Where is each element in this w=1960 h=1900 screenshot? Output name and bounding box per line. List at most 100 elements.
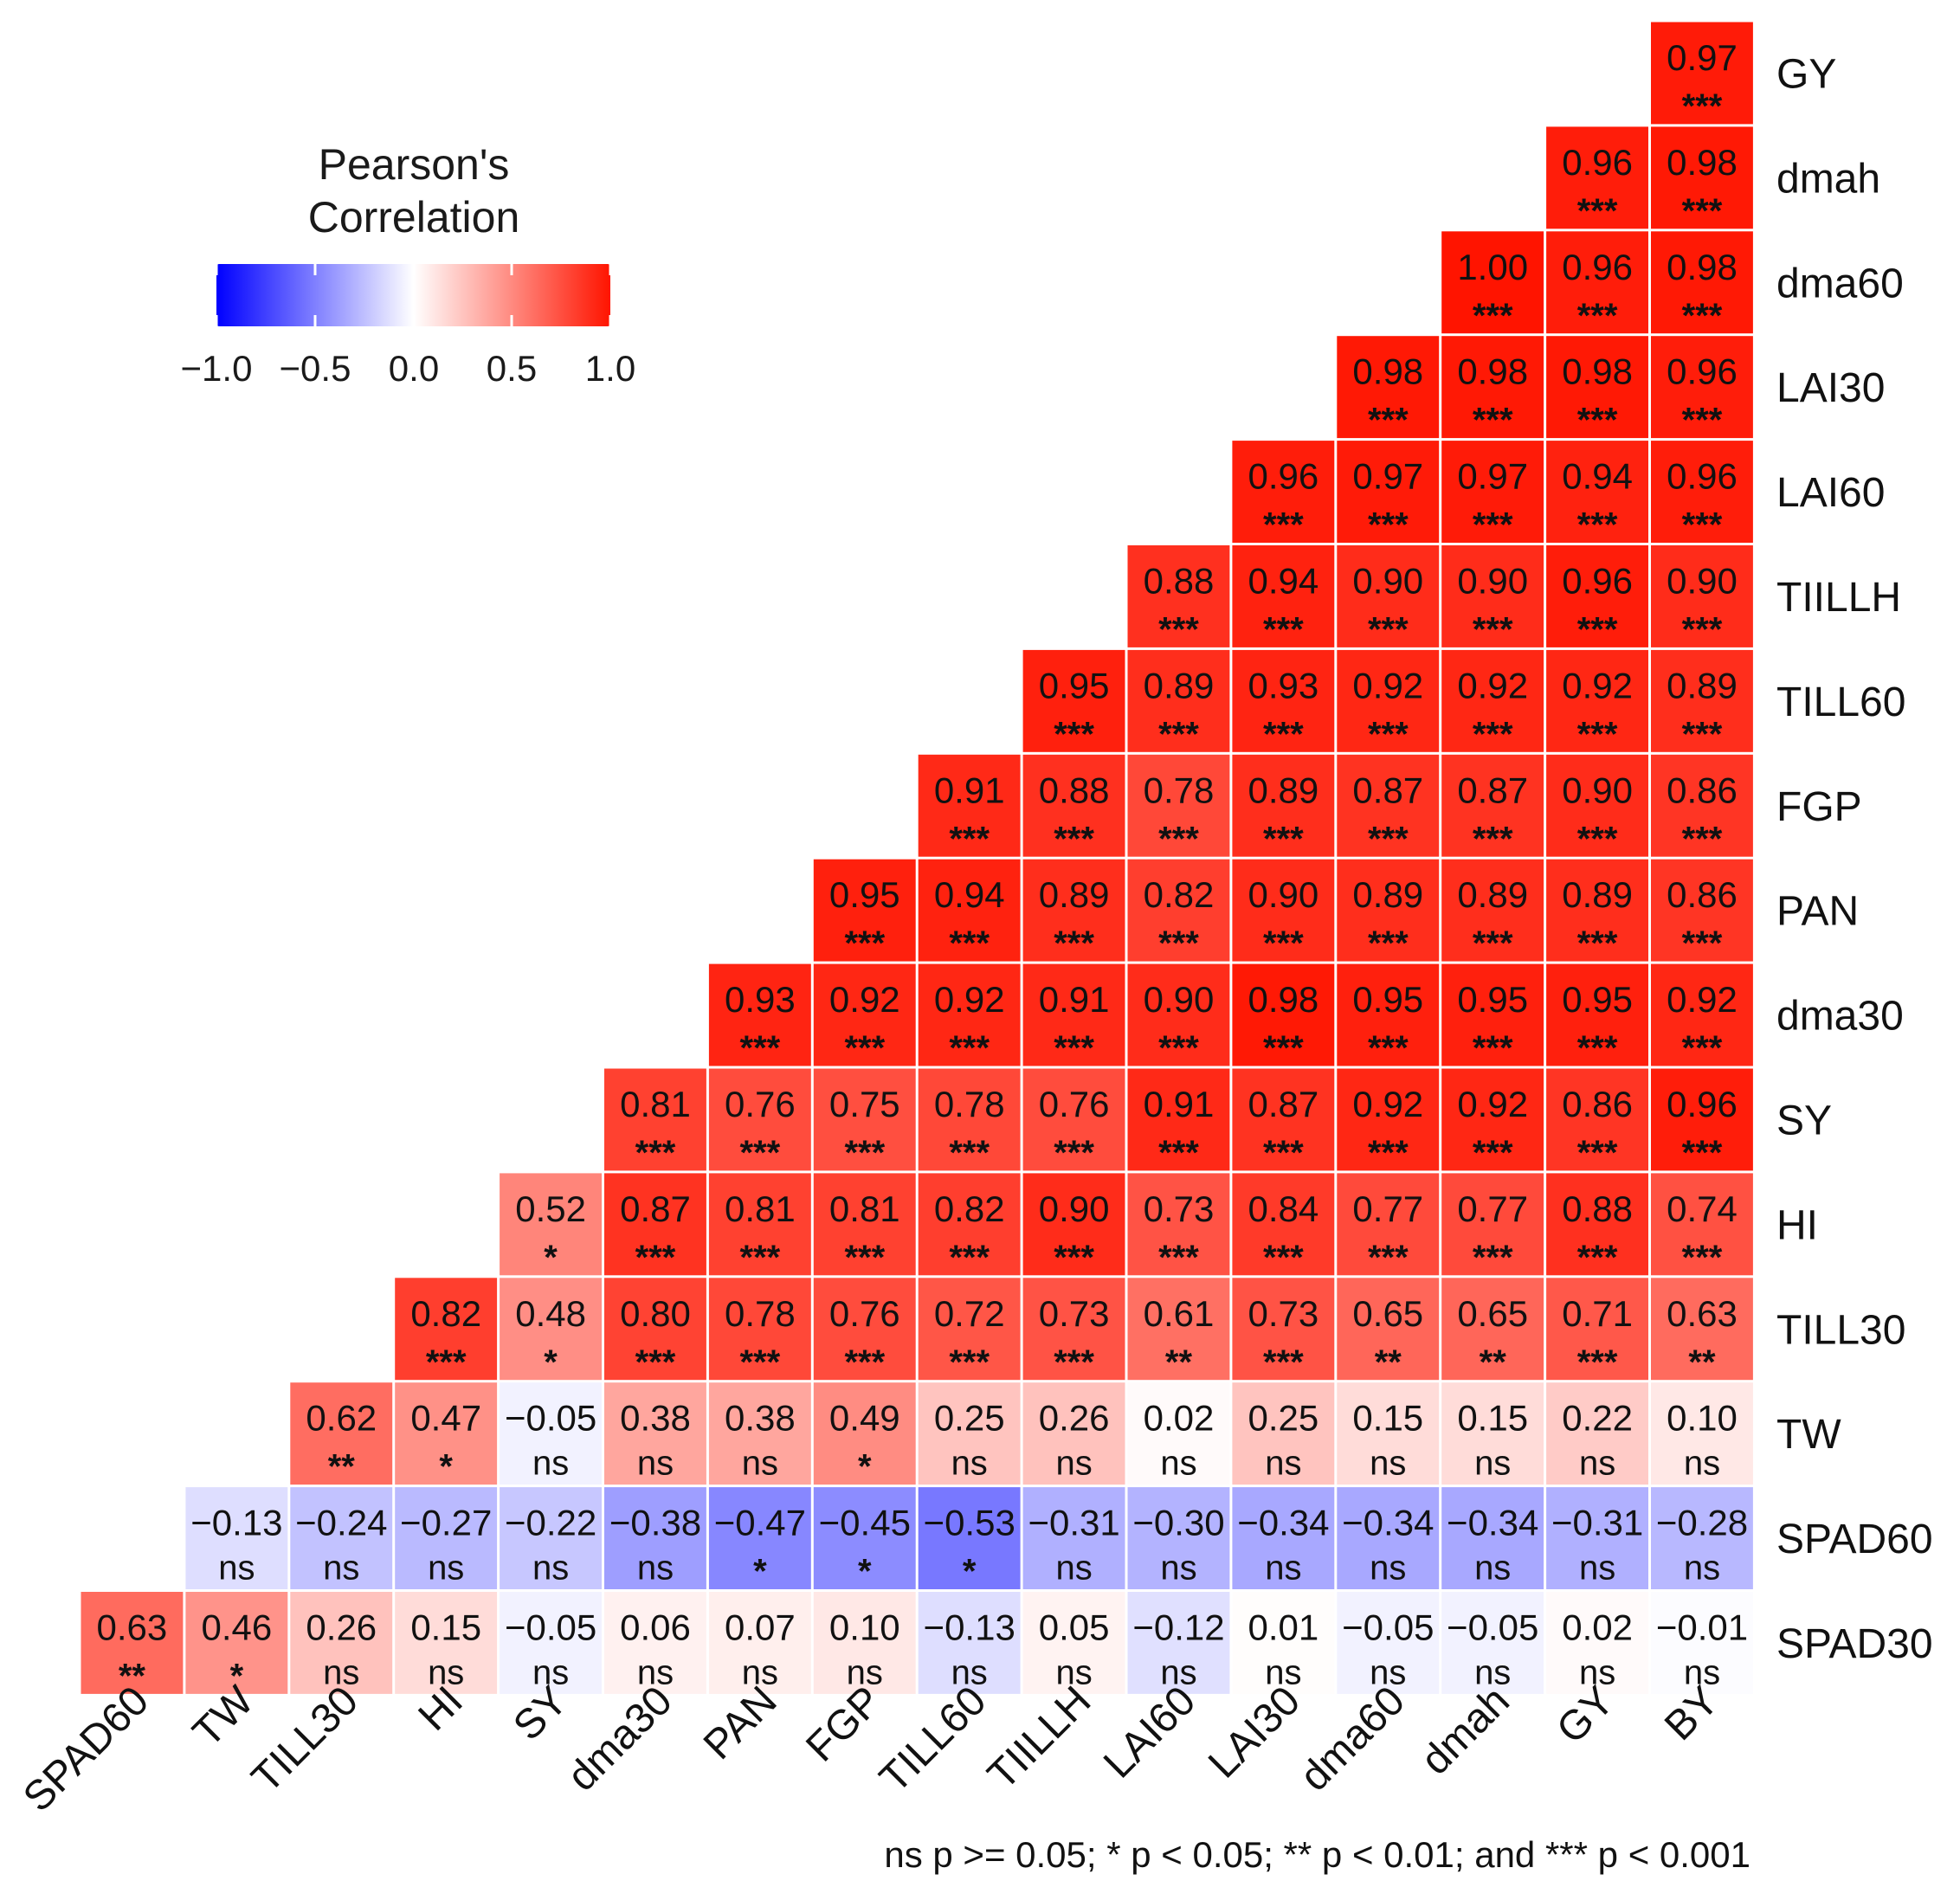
cell-significance: ns	[1370, 1654, 1406, 1692]
cell-significance: ***	[1577, 924, 1618, 963]
cell-significance: ***	[1577, 715, 1618, 753]
heatmap-cell: 0.65 **	[1441, 1278, 1544, 1382]
heatmap-cell: 0.94 ***	[1232, 545, 1335, 649]
heatmap-cell: 0.90 ***	[1337, 545, 1440, 649]
cell-significance: ***	[1263, 1239, 1304, 1277]
row-label: LAI30	[1776, 365, 1885, 411]
heatmap-cell: 0.92 ***	[1441, 1068, 1544, 1172]
heatmap-cell: 0.88 ***	[1127, 545, 1230, 649]
cell-tile	[1127, 963, 1230, 1066]
heatmap-cell: 0.22 ns	[1546, 1382, 1648, 1485]
cell-value: 0.63	[1667, 1293, 1738, 1334]
cell-significance: ***	[1054, 1239, 1094, 1277]
cell-significance: ***	[1577, 402, 1618, 440]
cell-tile	[1546, 1592, 1648, 1694]
cell-value: 0.86	[1667, 770, 1738, 810]
heatmap-cell: 0.63 **	[81, 1592, 184, 1696]
row-labels: GY dmah dma60 LAI30 LAI60 TIILLH TILL60 FGP PAN d…	[1776, 52, 1933, 1668]
cell-value: 0.26	[1039, 1398, 1110, 1439]
cell-value: 0.88	[1039, 770, 1110, 810]
cell-significance: ***	[1682, 715, 1723, 753]
cell-tile	[1441, 859, 1544, 962]
cell-value: −0.24	[295, 1503, 387, 1543]
heatmap-cell: 0.02 ns	[1546, 1592, 1648, 1694]
cell-tile	[1127, 859, 1230, 962]
cell-value: 0.81	[725, 1188, 796, 1229]
cell-tile	[395, 1487, 498, 1589]
cell-tile	[1022, 649, 1125, 752]
cell-significance: ***	[1682, 506, 1723, 544]
heatmap-cell: 0.75 ***	[813, 1068, 916, 1172]
cell-significance: ***	[635, 1134, 676, 1172]
cell-value: −0.31	[1028, 1503, 1119, 1543]
cell-significance: ns	[637, 1549, 674, 1588]
cell-significance: ***	[1368, 715, 1409, 753]
cell-significance: ***	[1054, 715, 1094, 753]
cell-value: 0.96	[1667, 1084, 1738, 1124]
cell-tile	[1651, 126, 1753, 229]
cell-value: 0.82	[1144, 874, 1215, 915]
heatmap-cell: 0.97 ***	[1337, 441, 1440, 544]
cell-significance: **	[119, 1658, 146, 1696]
heatmap-cell: 0.87 ***	[1337, 754, 1440, 858]
heatmap-cell: 0.10 ns	[1651, 1382, 1753, 1485]
cell-tile	[1441, 1592, 1544, 1694]
cell-value: 0.98	[1667, 142, 1738, 183]
cell-significance: ns	[1055, 1445, 1092, 1483]
cell-value: 0.92	[1352, 1084, 1423, 1124]
cell-significance: ns	[323, 1549, 359, 1588]
legend-tick-marks	[215, 264, 612, 326]
cell-value: 0.87	[1352, 770, 1423, 810]
cell-significance: ns	[951, 1445, 988, 1483]
column-label: dma30	[559, 1678, 681, 1800]
cell-tile	[1651, 441, 1753, 543]
heatmap-cell: −0.24 ns	[290, 1487, 393, 1589]
heatmap-cell: 0.07 ns	[708, 1592, 811, 1694]
cell-significance: ***	[1263, 1029, 1304, 1067]
cell-value: −0.30	[1132, 1503, 1224, 1543]
heatmap-cell: −0.05 ns	[1337, 1592, 1440, 1694]
cell-tile	[813, 1382, 916, 1485]
cell-significance: ns	[637, 1654, 674, 1692]
cell-tile	[1441, 963, 1544, 1066]
cell-tile	[1022, 754, 1125, 857]
heatmap-cell: −0.34 ns	[1441, 1487, 1544, 1589]
cell-value: 0.94	[934, 874, 1005, 915]
cell-tile	[1546, 1487, 1648, 1589]
heatmap-cell: −0.13 ns	[918, 1592, 1021, 1694]
legend-colorbar	[216, 264, 610, 326]
cell-tile	[604, 1592, 706, 1694]
cell-tile	[1337, 1592, 1440, 1694]
column-label: LAI30	[1200, 1678, 1309, 1787]
cell-significance: ***	[1682, 87, 1723, 126]
heatmap-cell: 0.88 ***	[1546, 1173, 1648, 1277]
heatmap-cell: 0.94 ***	[918, 859, 1021, 963]
heatmap-cell: −0.53 *	[918, 1487, 1021, 1591]
cell-significance: ***	[1682, 924, 1723, 963]
cell-value: 0.98	[1352, 351, 1423, 392]
heatmap-cell: 0.25 ns	[918, 1382, 1021, 1485]
heatmap-cell: −0.05 ns	[500, 1382, 602, 1485]
cell-value: 1.00	[1457, 247, 1528, 287]
cell-tile	[1546, 1173, 1648, 1276]
cell-significance: ns	[532, 1549, 569, 1588]
cell-tile	[1022, 1487, 1125, 1589]
cell-value: 0.62	[306, 1398, 377, 1439]
heatmap-cell: −0.22 ns	[500, 1487, 602, 1589]
cell-value: −0.34	[1237, 1503, 1329, 1543]
heatmap-cell: 0.87 ***	[604, 1173, 706, 1277]
cell-value: 0.91	[934, 770, 1005, 810]
row-label: PAN	[1776, 889, 1859, 935]
cell-significance: ns	[1474, 1445, 1511, 1483]
cell-tile	[500, 1592, 602, 1694]
cell-value: 0.87	[1248, 1084, 1319, 1124]
cell-significance: **	[328, 1448, 356, 1486]
cell-value: 0.49	[829, 1398, 900, 1439]
cell-significance: ***	[1054, 924, 1094, 963]
cell-value: 0.38	[725, 1398, 796, 1439]
cell-significance: ***	[1682, 1239, 1723, 1277]
heatmap-cell: 0.89 ***	[1127, 649, 1230, 753]
cell-value: 0.98	[1248, 979, 1319, 1020]
cell-tile	[1441, 649, 1544, 752]
cell-value: 0.76	[829, 1293, 900, 1334]
